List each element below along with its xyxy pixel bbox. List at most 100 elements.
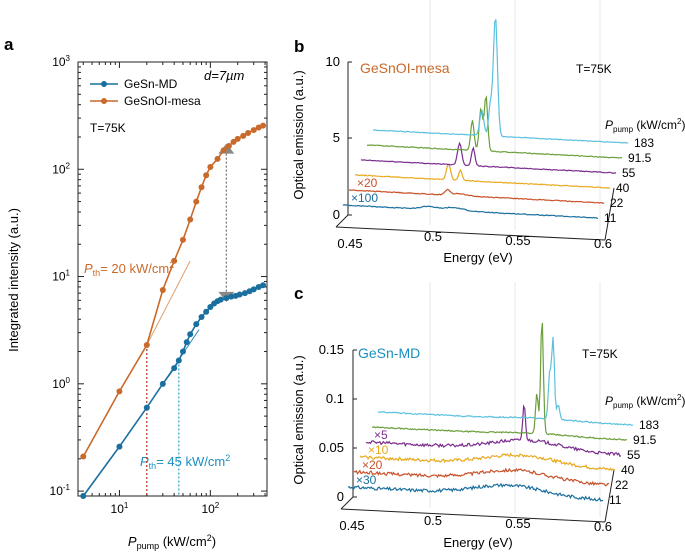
- data-point-gesnoi-mesa: [245, 129, 252, 136]
- spectrum-55: [360, 141, 617, 174]
- panel-b-x-axis: [335, 226, 606, 241]
- data-point-gesn-md: [183, 339, 190, 346]
- data-point-gesnoi-mesa: [207, 163, 214, 170]
- panel-c-ytick-0.15: 0.15: [319, 342, 344, 357]
- power-label-11: 11: [609, 493, 622, 507]
- panel-b-ytick-0: 0: [333, 207, 340, 222]
- power-label-183: 183: [634, 136, 654, 150]
- data-point-gesnoi-mesa: [116, 388, 123, 395]
- spectrum-91.5: [371, 322, 627, 441]
- data-point-gesn-md: [250, 286, 257, 293]
- panel-a: a 101 102 10-1 100 101 102 103 Integrated inte…: [4, 35, 268, 551]
- a-ytick-label: 100: [52, 376, 70, 391]
- data-point-gesn-md: [241, 290, 248, 297]
- a-ytick-label: 10-1: [50, 483, 71, 498]
- power-label-40: 40: [616, 181, 630, 195]
- panel-a-temperature: T=75K: [90, 121, 126, 135]
- a-xtick-label: 101: [111, 501, 129, 516]
- data-point-gesnoi-mesa: [187, 216, 194, 223]
- power-label-91.5: 91.5: [633, 433, 657, 447]
- panel-b-xtick-0.55: 0.55: [505, 233, 530, 248]
- power-label-11: 11: [604, 211, 617, 225]
- spectrum-40: [359, 452, 615, 472]
- panel-a-ticks: [78, 61, 267, 497]
- panel-b-title: GeSnOI-mesa: [360, 60, 450, 76]
- data-point-gesn-md: [236, 291, 243, 298]
- a-ytick-label: 102: [52, 161, 70, 176]
- panel-b-temperature: T=75K: [576, 62, 612, 76]
- spectrum-22: [348, 188, 605, 204]
- panel-c-right-edge: [604, 469, 615, 523]
- panel-b-xtick-0.6: 0.6: [594, 236, 612, 251]
- data-point-gesnoi-mesa: [225, 142, 232, 149]
- power-label-22: 22: [610, 196, 624, 210]
- data-point-gesnoi-mesa: [198, 184, 205, 191]
- power-label-91.5: 91.5: [628, 151, 652, 165]
- panel-a-data: [80, 122, 267, 499]
- data-point-gesn-md: [175, 357, 182, 364]
- a-ytick-label: 101: [52, 269, 70, 284]
- power-label-40: 40: [621, 463, 635, 477]
- multiplier-label-11: ×100: [351, 191, 378, 205]
- power-label-183: 183: [639, 418, 659, 432]
- series-line-gesnoi-mesa: [82, 124, 264, 457]
- data-point-gesnoi-mesa: [143, 342, 150, 349]
- pth-orange-label: Pth= 20 kW/cm2: [84, 260, 174, 278]
- panel-c-temperature: T=75K: [582, 347, 618, 361]
- spectrum-55: [365, 404, 622, 457]
- panel-b-right-edge: [604, 187, 615, 241]
- panel-c-xtick-0.55: 0.55: [505, 516, 530, 531]
- data-point-gesn-md: [217, 296, 224, 303]
- fit-line-gesnoi-mesa: [146, 260, 191, 346]
- panel-c-xtick-0.5: 0.5: [424, 513, 442, 528]
- data-point-gesn-md: [223, 295, 230, 302]
- spectrum-183: [377, 336, 634, 426]
- data-point-gesn-md: [171, 365, 178, 372]
- data-point-gesn-md: [203, 308, 210, 315]
- panel-b-xtick-0.5: 0.5: [424, 229, 442, 244]
- panel-b-ytick-10: 10: [326, 54, 340, 69]
- panel-b-grid: [429, 0, 601, 234]
- panel-b-label: b: [294, 37, 304, 56]
- data-point-gesnoi-mesa: [80, 453, 87, 460]
- panel-a-tick-labels: 101 102 10-1 100 101 102 103: [50, 54, 220, 516]
- panel-c-x-ticks: 0.45 0.5 0.55 0.6: [339, 513, 612, 534]
- spectrum-91.5: [366, 95, 623, 159]
- data-point-gesnoi-mesa: [250, 127, 257, 134]
- panel-b-ytick-5: 5: [333, 130, 340, 145]
- data-point-gesnoi-mesa: [203, 172, 210, 179]
- panel-c: c 0 0.05 0.1 0.15 0.45 0.5 0.55 0.6 Opti…: [291, 282, 685, 550]
- spectrum-22: [353, 467, 610, 487]
- multiplier-label-55: ×5: [374, 428, 388, 442]
- legend-label-gesnoi-mesa: GeSnOI-mesa: [124, 94, 201, 108]
- panel-c-xtick-0.6: 0.6: [594, 519, 612, 534]
- multiplier-label-11: ×30: [356, 473, 377, 487]
- data-point-gesn-md: [198, 313, 205, 320]
- data-point-gesn-md: [193, 321, 200, 328]
- power-label-55: 55: [627, 448, 641, 462]
- panel-c-depth-axis: [340, 496, 354, 510]
- legend-marker-gesn-md: [101, 81, 107, 87]
- panel-b-y-label: Optical emission (a.u.): [291, 70, 306, 199]
- data-point-gesn-md: [260, 282, 267, 289]
- spectrum-11: [342, 204, 599, 219]
- panel-a-x-label: Ppump (kW/cm2): [128, 533, 216, 551]
- panel-b-depth-axis: [335, 214, 349, 228]
- panel-c-title: GeSn-MD: [358, 345, 420, 361]
- panel-a-y-label: Integrated intensity (a.u.): [6, 208, 21, 352]
- panel-c-x-label: Energy (eV): [443, 535, 512, 550]
- panel-b-xtick-0.45: 0.45: [337, 236, 362, 251]
- panel-a-label: a: [4, 35, 14, 54]
- data-point-gesnoi-mesa: [220, 147, 227, 154]
- panel-b-x-ticks: 0.45 0.5 0.55 0.6: [337, 229, 612, 251]
- spectrum-11: [347, 482, 603, 502]
- a-xtick-label: 102: [201, 501, 219, 516]
- panel-b-x-label: Energy (eV): [443, 250, 512, 265]
- panel-c-grid: [429, 282, 601, 517]
- multiplier-label-40: ×10: [368, 443, 389, 457]
- panel-c-ytick-0.05: 0.05: [319, 440, 344, 455]
- panel-c-ppump-label: Ppump (kW/cm2): [605, 393, 685, 410]
